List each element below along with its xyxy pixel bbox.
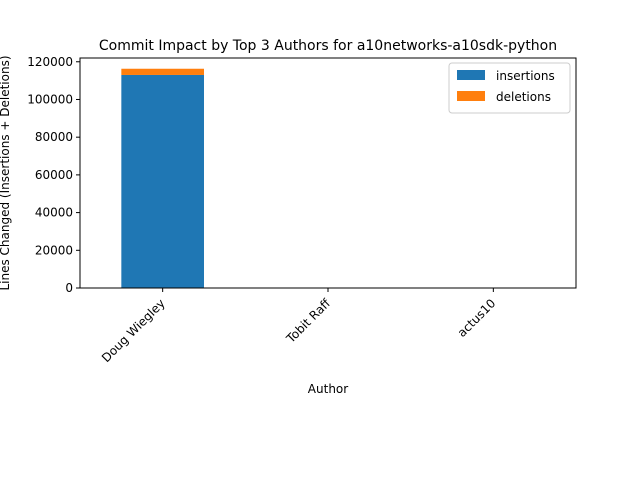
- y-tick-label-3: 60000: [35, 168, 73, 182]
- legend: insertions deletions: [448, 62, 571, 114]
- x-axis: Doug Wiegley Tobit Raff actus10: [99, 288, 499, 365]
- legend-label-deletions: deletions: [496, 90, 551, 104]
- y-tick-label-6: 120000: [27, 55, 73, 69]
- x-tick-label-2: actus10: [455, 296, 499, 340]
- y-tick-label-5: 100000: [27, 92, 73, 106]
- x-tick-label-0: Doug Wiegley: [99, 296, 168, 365]
- x-axis-label: Author: [308, 382, 348, 396]
- bar-deletions-1: [121, 68, 204, 75]
- y-axis: 0 20000 40000 60000 80000 100000 120000: [27, 55, 80, 295]
- y-tick-label-2: 40000: [35, 206, 73, 220]
- y-axis-label: Lines Changed (Insertions + Deletions): [0, 55, 12, 290]
- x-tick-label-1: Tobit Raff: [283, 296, 334, 347]
- legend-swatch-insertions: [457, 70, 485, 80]
- y-tick-label-1: 20000: [35, 243, 73, 257]
- bar-insertions-1: [121, 74, 204, 288]
- legend-swatch-deletions: [457, 91, 485, 101]
- y-tick-label-0: 0: [65, 281, 73, 295]
- y-tick-label-4: 80000: [35, 130, 73, 144]
- legend-label-insertions: insertions: [496, 69, 555, 83]
- bars-group: [121, 68, 204, 288]
- chart-title: Commit Impact by Top 3 Authors for a10ne…: [99, 38, 557, 54]
